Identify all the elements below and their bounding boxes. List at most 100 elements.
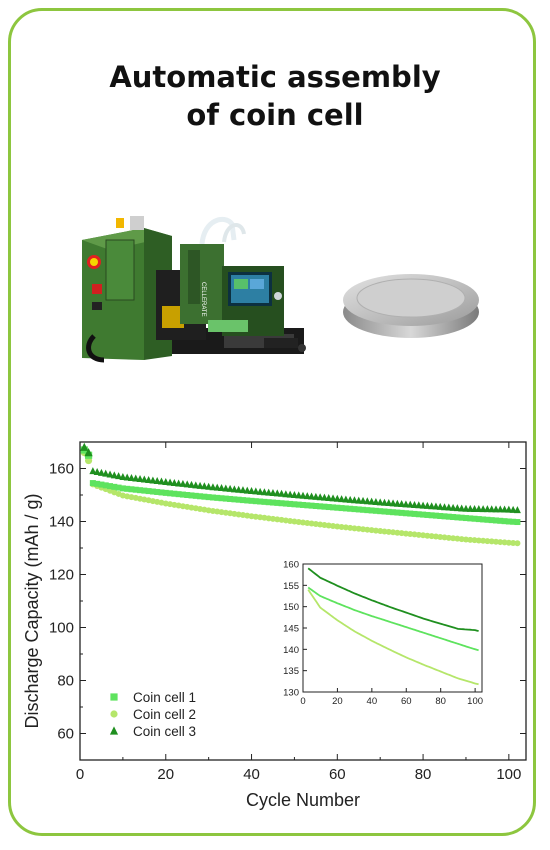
data-point xyxy=(462,536,469,543)
data-point xyxy=(346,495,354,503)
data-point xyxy=(278,489,286,497)
data-point xyxy=(243,486,251,494)
data-point xyxy=(505,518,512,525)
data-point xyxy=(218,495,225,502)
data-point xyxy=(428,512,435,519)
data-point xyxy=(351,506,358,513)
inset-y-tick-label: 160 xyxy=(283,560,299,571)
data-point xyxy=(480,516,487,523)
data-point xyxy=(260,488,268,496)
data-point xyxy=(510,539,517,546)
data-point xyxy=(214,494,221,501)
data-point xyxy=(514,519,521,526)
data-point xyxy=(205,494,212,501)
data-point xyxy=(467,515,474,522)
data-point xyxy=(278,500,285,507)
data-point xyxy=(492,517,499,524)
inset-x-tick-label: 80 xyxy=(435,696,446,707)
card-frame xyxy=(8,8,536,836)
data-point xyxy=(257,498,264,505)
data-point xyxy=(458,514,465,521)
data-point xyxy=(432,512,439,519)
inset-data-series xyxy=(307,567,479,686)
data-point xyxy=(325,504,332,511)
inset-y-tick-label: 145 xyxy=(283,624,299,635)
data-point xyxy=(377,508,384,515)
data-point xyxy=(420,511,427,518)
data-point xyxy=(141,487,148,494)
data-point xyxy=(312,502,319,509)
y-axis-label: Discharge Capacity (mAh / g) xyxy=(22,493,42,728)
data-point xyxy=(329,494,337,502)
data-point xyxy=(484,516,491,523)
data-point xyxy=(192,481,200,489)
data-point xyxy=(102,469,110,477)
data-point xyxy=(162,478,170,486)
inset-plot-area: 0 20 40 60 80 100 130 135 140 145 150 155 160 xyxy=(283,560,483,708)
coin-cell-image xyxy=(343,274,479,338)
data-point xyxy=(269,499,276,506)
data-point xyxy=(513,506,521,514)
data-point xyxy=(175,491,182,498)
data-point xyxy=(222,495,229,502)
data-point xyxy=(248,487,256,495)
data-point xyxy=(488,517,495,524)
main-data-series xyxy=(80,442,521,547)
discharge-capacity-chart: 0 20 40 60 80 100 60 80 100 120 140 160 Cycle Number… xyxy=(22,441,527,810)
data-point xyxy=(441,503,449,511)
data-point xyxy=(376,498,384,506)
y-tick-label: 60 xyxy=(57,726,74,743)
data-point xyxy=(89,467,97,475)
data-point xyxy=(110,471,118,479)
data-point xyxy=(304,502,311,509)
data-point xyxy=(98,481,105,488)
data-point xyxy=(303,492,311,500)
data-point xyxy=(102,482,109,489)
inset-x-tick-label: 20 xyxy=(332,696,343,707)
data-point xyxy=(196,481,204,489)
data-point xyxy=(475,516,482,523)
data-point xyxy=(450,514,457,521)
data-point xyxy=(445,503,453,511)
data-point xyxy=(153,477,161,485)
assembly-machine-image: CELLERATE xyxy=(82,216,306,363)
data-point xyxy=(484,538,491,545)
data-point xyxy=(342,495,350,503)
data-point xyxy=(406,500,414,508)
data-point xyxy=(170,478,178,486)
inset-x-tick-label: 100 xyxy=(467,696,483,707)
data-point xyxy=(200,482,208,490)
y-tick-label: 160 xyxy=(49,461,74,478)
data-point xyxy=(179,479,187,487)
data-point xyxy=(308,492,316,500)
data-point xyxy=(325,493,333,501)
data-point xyxy=(94,480,101,487)
inset-y-tick-label: 130 xyxy=(283,688,299,699)
data-point xyxy=(123,473,131,481)
data-point xyxy=(84,448,93,457)
data-point xyxy=(360,506,367,513)
data-point xyxy=(355,506,362,513)
data-point xyxy=(269,489,277,497)
title-line-2: of coin cell xyxy=(186,98,364,132)
data-point xyxy=(145,488,152,495)
data-point xyxy=(372,507,379,514)
data-point xyxy=(385,508,392,515)
data-point xyxy=(222,484,230,492)
data-point xyxy=(423,501,431,509)
data-point xyxy=(93,467,101,475)
inset-series-2 xyxy=(307,589,479,686)
data-point xyxy=(424,511,431,518)
data-point xyxy=(226,484,234,492)
data-point xyxy=(492,538,499,545)
data-point xyxy=(320,493,328,501)
data-point xyxy=(355,496,363,504)
data-point xyxy=(402,510,409,517)
data-point xyxy=(213,483,221,491)
data-point xyxy=(154,488,161,495)
data-point xyxy=(509,505,517,513)
data-point xyxy=(471,537,478,544)
data-point xyxy=(89,480,96,487)
data-point xyxy=(347,505,354,512)
data-point xyxy=(287,500,294,507)
